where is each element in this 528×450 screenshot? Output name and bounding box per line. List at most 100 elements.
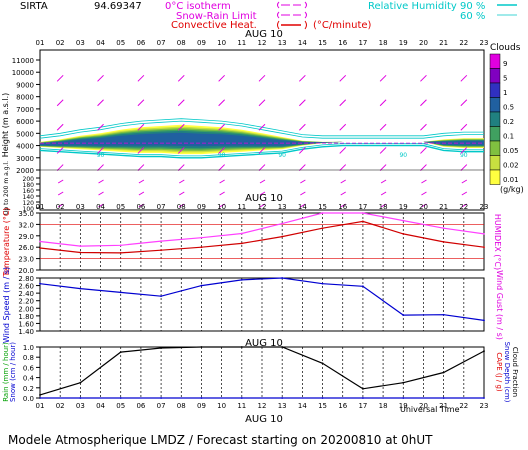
wind-barb: [97, 74, 104, 82]
wind-lines: [39, 277, 485, 322]
temperature-point: [362, 212, 364, 214]
temperature-ytick-label: 26.0: [18, 244, 34, 252]
cloud-legend-level-1: 5: [503, 75, 507, 83]
top-hour-20: 20: [419, 39, 428, 47]
wind-point: [483, 319, 485, 322]
rain-y-label: Rain (mm / hour): [2, 342, 10, 402]
temperature-lines: [39, 212, 485, 254]
wind-barb: [299, 123, 306, 131]
wind-barb: [137, 123, 145, 131]
wind-barb: [218, 74, 225, 82]
wind-barb-low: [138, 203, 145, 208]
isotherm-label: 0°C isotherm: [165, 1, 231, 12]
wind-point: [160, 295, 162, 298]
row2-hour-12: 12: [258, 203, 267, 211]
top-hour-18: 18: [379, 39, 388, 47]
cloud-y-label-lower: Up to 200 m a.g.l.: [3, 161, 10, 215]
wind-barb: [258, 74, 266, 82]
cloud-y-axis: 11000 10000 9000 8000 7000 6000 5000 4000 3000 20…: [12, 57, 484, 213]
wind-barb: [420, 74, 427, 82]
wind-barb-low: [380, 191, 387, 196]
rain-ytick-label: 0.0: [23, 395, 34, 403]
rain-point: [362, 387, 364, 390]
wind-barb-low: [461, 179, 468, 184]
row2-hour-05: 05: [116, 203, 125, 211]
wind-barb: [97, 99, 104, 107]
cloud-legend-level-7: 0.02: [503, 162, 519, 170]
temperature-ytick-label: 20.0: [18, 267, 34, 275]
wind-barb-low: [259, 203, 266, 208]
wind-barb-low: [219, 191, 225, 196]
rain-ytick-label: 0.2: [23, 385, 34, 393]
temperature-point: [119, 244, 122, 247]
top-hour-21: 21: [439, 39, 448, 47]
wind-barb: [177, 99, 185, 107]
temperature-point: [321, 212, 324, 214]
convective-legend-bracket: [277, 20, 307, 30]
temperature-point: [240, 232, 243, 235]
universal-time-label: Universal Time: [400, 405, 460, 414]
wind-barb-low: [421, 179, 427, 184]
row2-hour-11: 11: [237, 203, 246, 211]
temperature-y-axis: 20.0 23.0 26.0 29.0 32.0 35.0: [18, 210, 40, 275]
top-hour-22: 22: [459, 39, 468, 47]
rain-lines: [39, 346, 485, 399]
wind-barb: [460, 99, 468, 107]
wind-point: [362, 285, 364, 288]
wind-ytick-label: 2.40: [18, 290, 34, 298]
top-hour-01: 01: [36, 39, 45, 47]
bottom-hour-06: 06: [136, 402, 145, 410]
top-hour-15: 15: [318, 39, 327, 47]
wind-barb: [460, 123, 468, 131]
wind-barb: [137, 99, 145, 107]
top-hour-16: 16: [338, 39, 347, 47]
wind-barb-low: [461, 203, 468, 208]
snow-depth-y-label: Snow Depth (cm): [503, 342, 511, 403]
wind-barb-low: [300, 179, 306, 184]
temperature-point: [200, 236, 203, 239]
wind-barb: [258, 164, 266, 171]
temperature-ytick-label: 23.0: [18, 256, 34, 264]
rain-panel: AUG 10 0.0 0.2 0.4 0.6 0.8 1.0 Rain (mm / hou…: [2, 338, 519, 403]
wind-barb-low: [57, 203, 64, 208]
bottom-date-label: AUG 10: [245, 414, 283, 425]
wind-barb-low: [421, 203, 427, 208]
cloud-legend-swatch-1: [489, 68, 501, 84]
rh-contour-2: [39, 120, 484, 139]
temperature-point: [79, 245, 82, 247]
row2-hour-02: 02: [56, 203, 65, 211]
wind-barb: [339, 164, 347, 171]
wind-barb: [177, 164, 185, 171]
cloud-legend-swatch-4: [489, 111, 501, 127]
row2-hour-17: 17: [358, 203, 367, 211]
wind-barb: [56, 164, 64, 171]
cloud-legend-swatch-0: [489, 53, 501, 69]
wind-ytick-label: 2.80: [18, 275, 34, 283]
wind-barb-low: [421, 191, 427, 196]
cloud-ytick-label-8000: 8000: [16, 94, 34, 102]
top-hour-05: 05: [116, 39, 125, 47]
top-hour-07: 07: [157, 39, 166, 47]
station-name: SIRTA: [20, 1, 48, 12]
bottom-hour-09: 09: [197, 402, 206, 410]
temperature-point: [119, 252, 122, 254]
cloud-y-label: Height (m a.s.l.): [1, 93, 10, 158]
cloud-panel: 90 90 90 90 90 11000 10000 9000 8000 7000 6000 500…: [1, 49, 485, 215]
top-hour-06: 06: [136, 39, 145, 47]
temperature-point: [160, 249, 162, 252]
rain-point: [281, 397, 284, 399]
wind-point: [79, 287, 82, 290]
top-hour-03: 03: [76, 39, 85, 47]
rain-point: [321, 362, 324, 365]
cloud-legend-level-4: 0.2: [503, 118, 514, 126]
wind-barb: [56, 74, 64, 82]
cape-y-label: CAPE (J / g): [495, 352, 503, 392]
wind-barb: [177, 147, 185, 154]
wind-barb: [339, 99, 347, 107]
rain-point: [483, 350, 485, 352]
rh-90-label: 90 %: [460, 1, 485, 12]
wind-barb: [420, 123, 427, 131]
rain-ytick-label: 0.4: [23, 375, 35, 383]
temperature-ytick-label: 32.0: [18, 221, 34, 229]
cloud-ytick-label-9000: 9000: [16, 81, 34, 89]
